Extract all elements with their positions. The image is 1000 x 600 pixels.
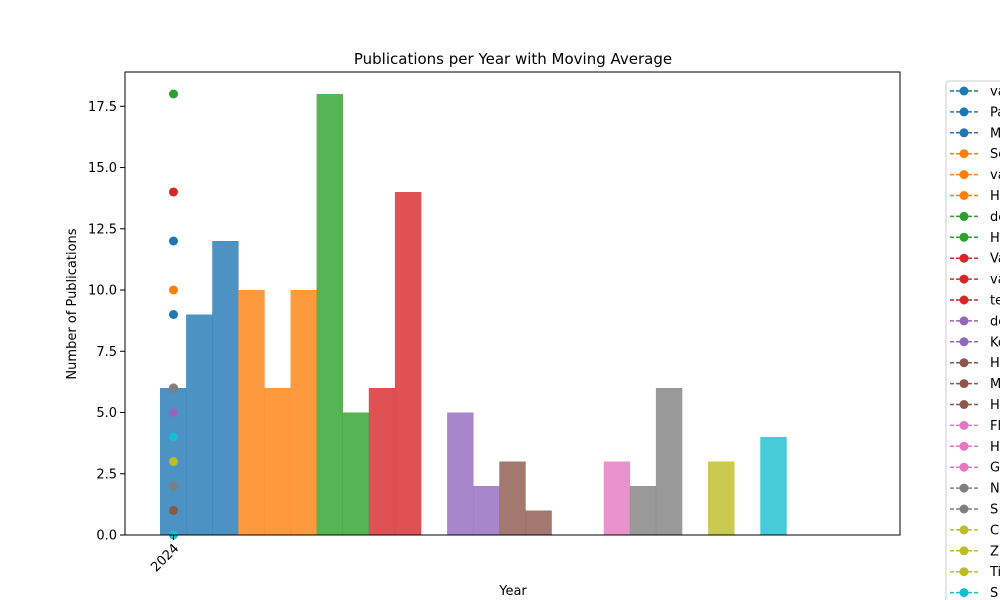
legend-label-0: va <box>990 85 1000 100</box>
moving-average-point-1 <box>169 187 178 197</box>
legend-marker-11 <box>959 316 969 326</box>
moving-average-point-10 <box>169 481 178 491</box>
moving-average-point-0 <box>169 89 178 99</box>
moving-average-point-8 <box>169 432 178 442</box>
bar-18 <box>629 486 657 535</box>
legend-label-5: H <box>990 189 1000 204</box>
legend-marker-5 <box>959 191 969 200</box>
legend-marker-15 <box>959 400 969 409</box>
bar-19 <box>655 388 683 535</box>
bar-7 <box>342 412 370 535</box>
legend-marker-9 <box>959 274 969 284</box>
bar-2 <box>212 241 239 535</box>
y-tick-label-7: 17.5 <box>88 100 117 115</box>
bar-23 <box>760 437 787 535</box>
bar-8 <box>368 388 396 535</box>
legend-marker-16 <box>959 420 969 430</box>
bar-11 <box>447 412 474 535</box>
legend-label-21: C <box>990 523 999 538</box>
legend-marker-18 <box>959 462 969 472</box>
legend-marker-3 <box>959 149 969 159</box>
x-tick-label-0: 2024 <box>148 541 182 575</box>
legend-label-17: H <box>990 440 1000 455</box>
legend-marker-6 <box>959 211 969 221</box>
legend-label-20: S <box>990 503 998 518</box>
y-tick-label-2: 5.0 <box>96 406 117 421</box>
legend-marker-21 <box>959 525 969 535</box>
legend-marker-19 <box>959 483 969 493</box>
legend-marker-8 <box>959 253 969 263</box>
x-axis-label: Year <box>498 584 527 599</box>
legend-box <box>945 80 1000 600</box>
moving-average-point-9 <box>169 457 178 466</box>
legend-marker-13 <box>959 358 969 368</box>
legend-marker-7 <box>959 232 969 242</box>
legend-label-2: M <box>990 126 1000 141</box>
legend: vaPaMScvaHdeHVavatedeKoHMHFlHGNSCZTiS <box>945 80 1000 600</box>
legend-label-9: va <box>990 273 1000 288</box>
moving-average-point-11 <box>169 506 178 515</box>
bar-14 <box>525 510 552 535</box>
moving-average-point-2 <box>169 236 178 246</box>
bar-6 <box>316 94 343 535</box>
legend-label-14: M <box>990 377 1000 392</box>
legend-label-12: Ko <box>990 335 1000 350</box>
legend-label-15: H <box>990 398 1000 413</box>
legend-label-10: te <box>990 294 1000 309</box>
legend-marker-10 <box>959 295 969 305</box>
legend-marker-12 <box>959 337 969 347</box>
moving-average-point-6 <box>169 383 178 393</box>
legend-marker-4 <box>959 170 969 180</box>
moving-average-point-4 <box>169 310 178 319</box>
legend-marker-24 <box>959 588 969 598</box>
bar-5 <box>290 290 317 535</box>
y-tick-label-4: 10.0 <box>88 284 117 299</box>
legend-label-8: Va <box>990 252 1000 267</box>
y-tick-label-6: 15.0 <box>88 161 117 176</box>
legend-marker-17 <box>959 441 969 451</box>
legend-marker-14 <box>959 379 969 389</box>
legend-marker-1 <box>959 107 969 117</box>
bar-12 <box>473 486 500 535</box>
legend-label-19: N <box>990 482 1000 497</box>
bar-21 <box>708 461 735 535</box>
plot-area: 0.0 2.5 5.0 7.5 10.0 12.5 15.0 17.5 2024 <box>88 71 901 575</box>
y-tick-label-3: 7.5 <box>96 345 117 360</box>
y-axis-label: Number of Publications <box>65 228 80 379</box>
legend-label-18: G <box>990 461 1000 476</box>
bar-13 <box>499 461 526 535</box>
legend-label-7: H <box>990 231 1000 246</box>
legend-marker-22 <box>959 546 969 556</box>
y-tick-label-0: 0.0 <box>96 529 117 544</box>
legend-marker-2 <box>959 128 969 138</box>
bar-17 <box>603 461 631 535</box>
legend-label-13: H <box>990 356 1000 371</box>
legend-label-4: va <box>990 168 1000 183</box>
legend-label-24: S <box>990 586 998 600</box>
bar-1 <box>186 314 213 535</box>
legend-label-3: Sc <box>990 147 1000 162</box>
chart-title: Publications per Year with Moving Averag… <box>354 50 672 68</box>
legend-label-6: de <box>990 210 1000 225</box>
moving-average-point-3 <box>169 285 178 295</box>
axes-frame <box>124 71 901 536</box>
legend-label-16: Fl <box>990 419 1000 434</box>
legend-label-22: Z <box>990 544 999 559</box>
moving-average-point-7 <box>169 408 178 417</box>
legend-marker-0 <box>959 86 969 96</box>
y-tick-label-5: 12.5 <box>88 222 117 237</box>
legend-label-1: Pa <box>990 105 1000 120</box>
bar-4 <box>264 388 291 535</box>
y-tick-label-1: 2.5 <box>96 467 117 482</box>
legend-label-23: Ti <box>989 565 1000 580</box>
bar-9 <box>394 192 422 535</box>
legend-label-11: de <box>990 314 1000 329</box>
legend-marker-23 <box>959 567 969 577</box>
bar-3 <box>238 290 265 535</box>
legend-marker-20 <box>959 504 969 514</box>
